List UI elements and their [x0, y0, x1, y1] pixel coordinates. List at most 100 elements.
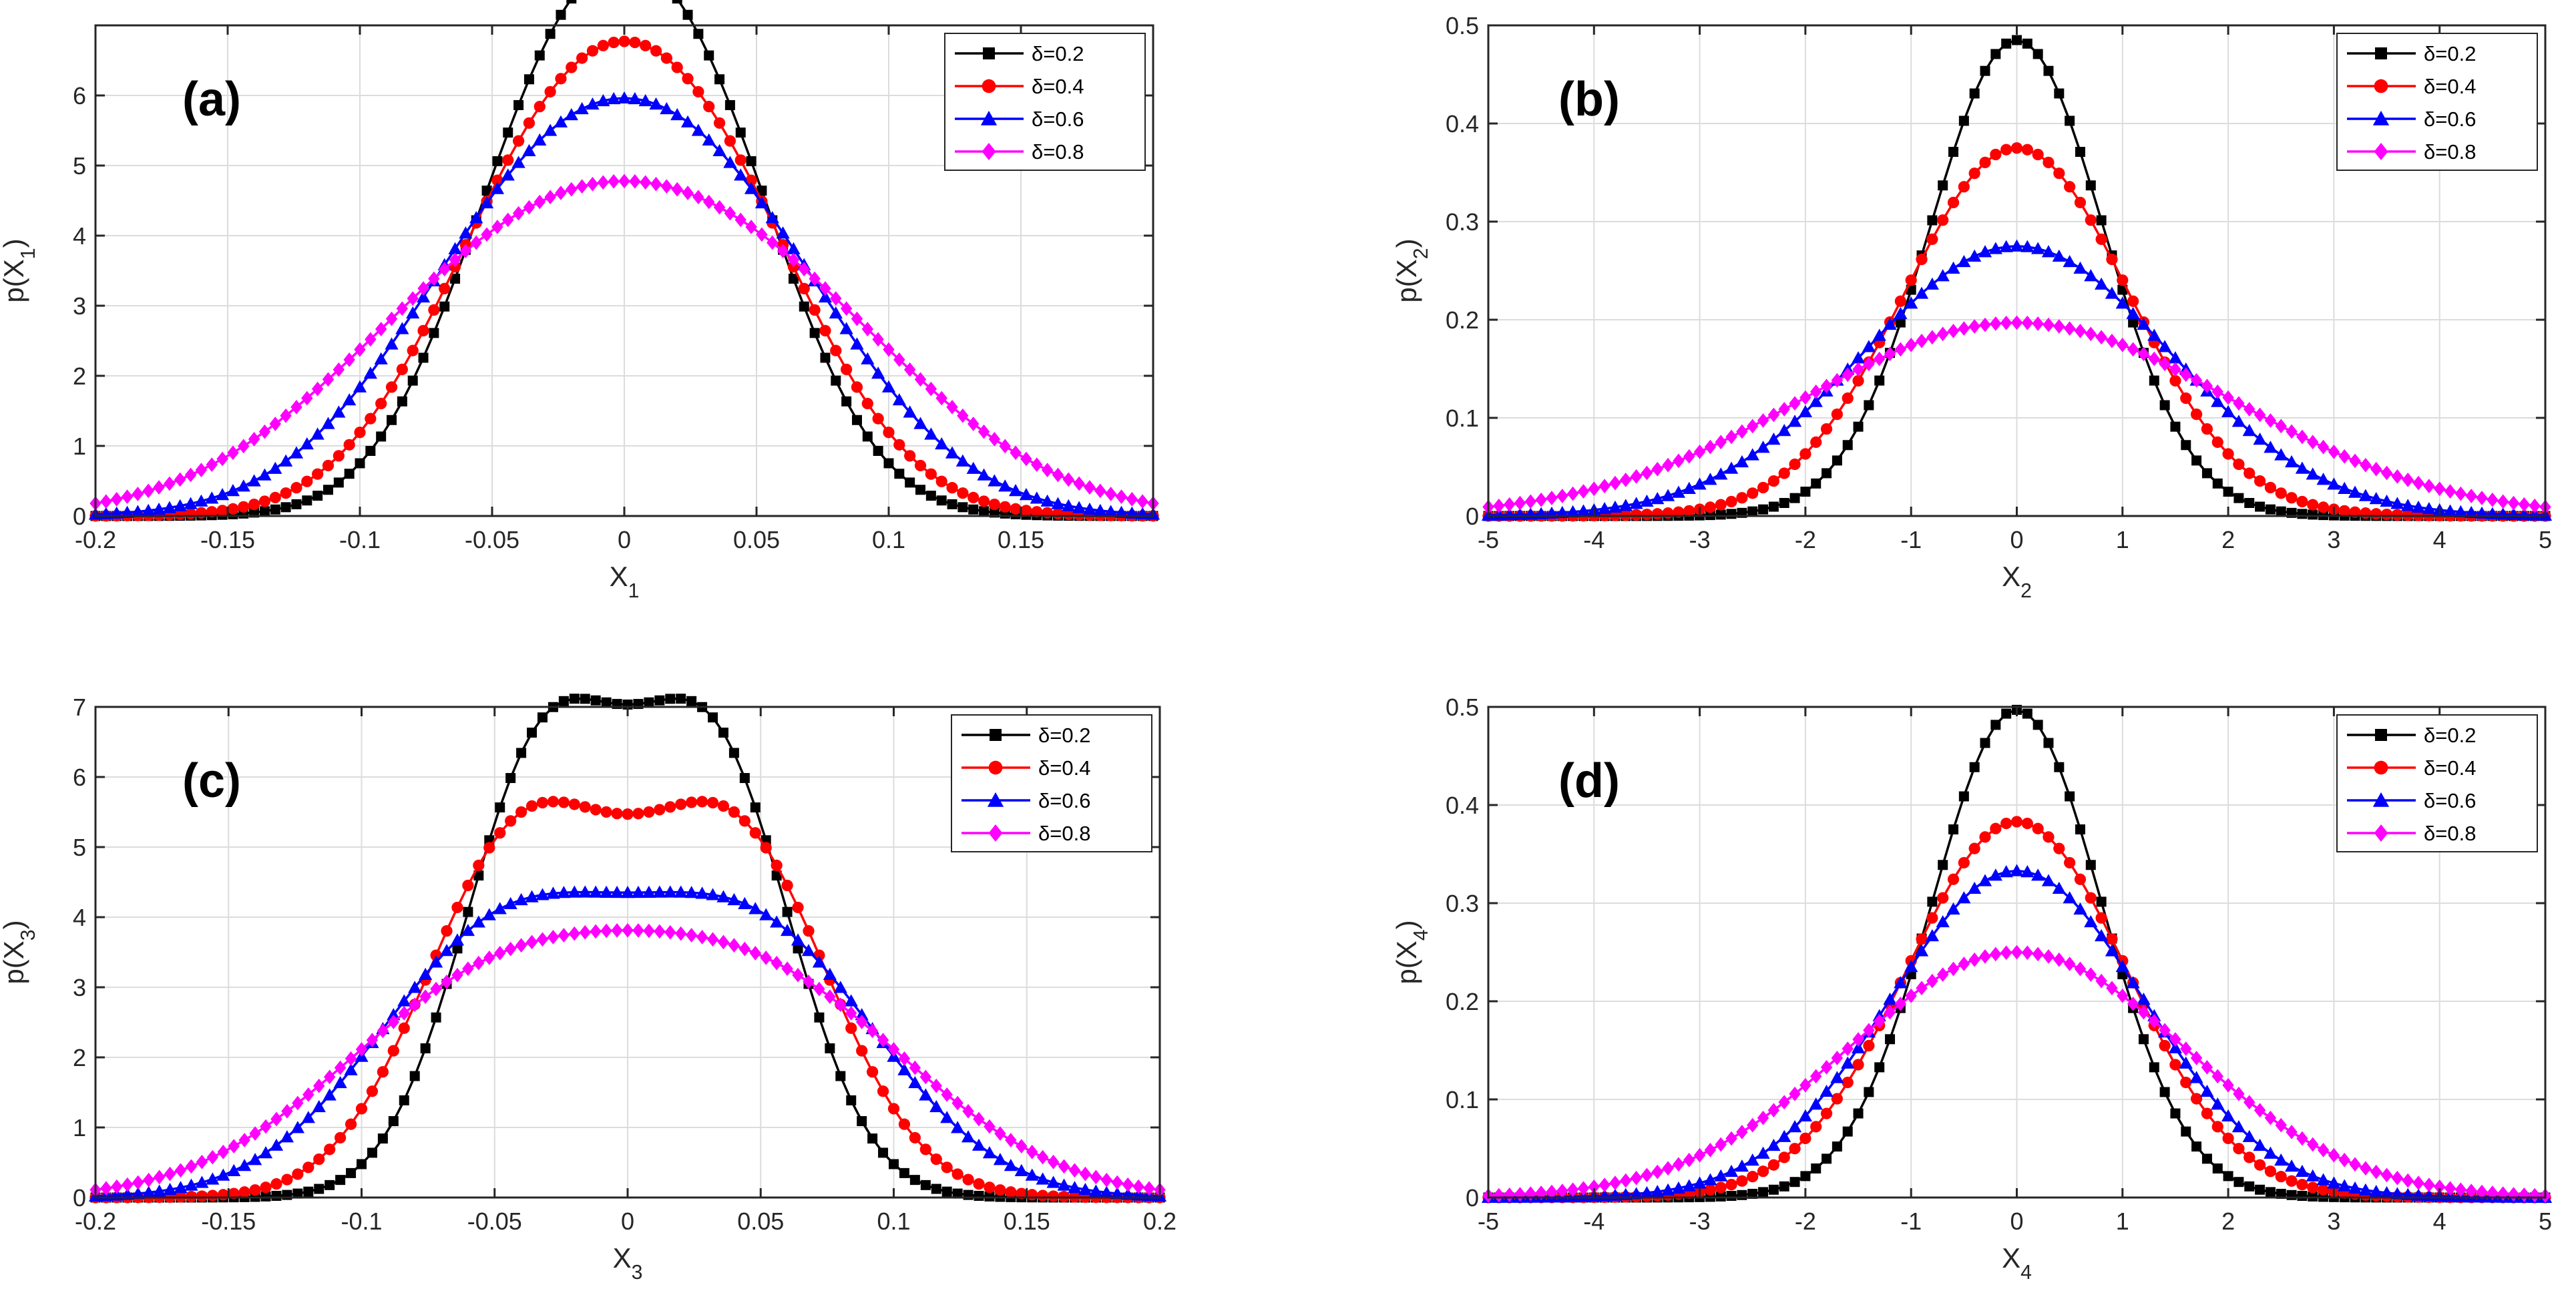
x-axis-label-main: X: [2002, 1242, 2020, 1274]
data-point: [654, 804, 666, 816]
data-point: [2434, 481, 2446, 497]
panel-label: (c): [182, 754, 241, 808]
data-point: [1926, 233, 1938, 245]
data-point: [2074, 196, 2087, 208]
y-tick-label: 6: [73, 764, 86, 791]
data-point: [2222, 1132, 2234, 1145]
data-point: [2021, 315, 2034, 330]
data-point: [1990, 148, 2002, 161]
data-point: [1010, 445, 1022, 461]
data-point: [1757, 1110, 1769, 1125]
y-tick-label: 3: [73, 292, 86, 320]
data-point: [1914, 286, 1929, 299]
data-point: [278, 454, 293, 467]
data-point: [1492, 508, 1506, 521]
data-point: [973, 1178, 985, 1190]
data-point: [872, 332, 884, 347]
data-point: [450, 273, 461, 284]
data-point: [162, 501, 177, 513]
data-point: [883, 342, 895, 357]
data-point: [755, 196, 769, 209]
data-point: [1789, 1143, 1801, 1155]
y-tick-label: 0.3: [1446, 208, 1479, 236]
data-point: [1747, 419, 1759, 434]
data-point: [1110, 1187, 1124, 1200]
data-point: [217, 1144, 229, 1159]
series-3: [1482, 945, 2551, 1204]
data-point: [206, 1190, 218, 1202]
data-point: [2127, 996, 2139, 1011]
data-point: [2297, 1191, 2308, 1202]
data-point: [607, 91, 621, 105]
data-point: [1777, 424, 1791, 437]
data-point: [417, 324, 429, 337]
y-tick-label: 0.2: [1446, 306, 1479, 334]
data-point: [1093, 503, 1107, 516]
data-point: [2327, 1176, 2341, 1189]
data-point: [473, 859, 485, 872]
data-point: [846, 1095, 857, 1105]
data-point: [1946, 261, 1960, 274]
data-point: [2054, 762, 2065, 772]
data-point: [1936, 269, 1950, 282]
data-point: [2264, 441, 2278, 453]
data-point: [904, 450, 916, 462]
data-point: [1588, 481, 1600, 497]
data-point: [2095, 912, 2107, 924]
data-point: [1778, 1151, 1790, 1163]
data-point: [439, 282, 451, 294]
data-point: [1651, 1164, 1663, 1179]
legend-entry: δ=0.6: [1032, 107, 1084, 131]
data-point: [674, 885, 688, 898]
data-point: [522, 144, 536, 157]
data-point: [1546, 491, 1558, 505]
y-axis-label-close: ): [1391, 920, 1422, 929]
data-point: [228, 1139, 240, 1154]
data-point: [2105, 944, 2119, 957]
data-point: [513, 99, 524, 110]
data-point: [2170, 1108, 2181, 1119]
data-point: [611, 923, 623, 938]
data-point: [1988, 868, 2002, 881]
x-axis-label: X1: [610, 561, 640, 602]
data-point: [1609, 475, 1621, 491]
data-point: [660, 179, 673, 194]
legend-entry: δ=0.2: [2424, 42, 2476, 65]
data-point: [935, 390, 947, 406]
data-point: [2010, 315, 2023, 330]
data-point: [2085, 326, 2097, 342]
data-point: [417, 281, 429, 296]
data-point: [1948, 146, 1959, 157]
data-point: [1724, 1164, 1739, 1177]
data-point: [739, 773, 750, 784]
data-point: [323, 1069, 336, 1085]
data-point: [1969, 88, 1980, 99]
y-tick-label: 0.1: [1446, 1086, 1479, 1113]
data-point: [2043, 831, 2055, 843]
data-point: [1832, 455, 1842, 466]
data-point: [2369, 1185, 2383, 1198]
data-point: [1990, 947, 2002, 962]
data-point: [2253, 1103, 2266, 1118]
y-axis-label-close: ): [0, 920, 29, 929]
data-point: [914, 372, 927, 387]
data-point: [738, 941, 751, 957]
data-point: [788, 273, 799, 284]
data-point: [2063, 957, 2076, 971]
data-point: [238, 501, 250, 513]
data-point: [590, 804, 602, 816]
y-axis-label-close: ): [1391, 238, 1422, 248]
data-point: [292, 1188, 303, 1199]
data-point: [1864, 1087, 1874, 1097]
data-point: [2255, 501, 2266, 512]
data-point: [258, 495, 271, 507]
data-point: [132, 487, 144, 501]
x-tick-label: 0: [618, 526, 631, 553]
data-point: [533, 133, 547, 146]
data-point: [174, 472, 186, 487]
data-point: [2370, 508, 2382, 520]
data-point: [301, 390, 313, 406]
data-point: [408, 981, 422, 993]
data-point: [2286, 1175, 2298, 1187]
data-point: [1629, 1187, 1643, 1200]
